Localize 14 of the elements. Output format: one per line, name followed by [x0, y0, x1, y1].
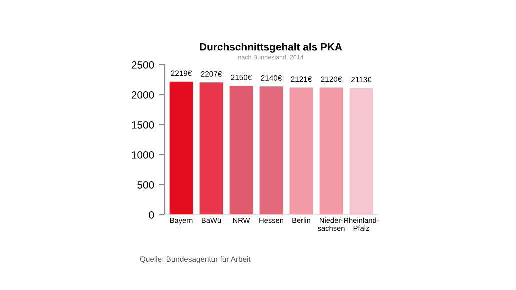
- bar: [200, 82, 224, 215]
- bar: [230, 86, 254, 215]
- bar: [290, 88, 314, 215]
- bar: [170, 82, 194, 215]
- bar: [320, 88, 344, 215]
- y-tick-label: 2000: [132, 92, 154, 99]
- chart-title: Durchschnittsgehalt als PKA: [200, 43, 342, 53]
- y-tick-label: 2500: [132, 62, 154, 69]
- y-tick-label: 500: [138, 182, 154, 189]
- y-tick-label: 1000: [132, 152, 154, 159]
- y-tick-label: 0: [149, 212, 154, 219]
- y-tick-label: 1500: [132, 122, 154, 129]
- bar: [260, 86, 284, 215]
- bar: [350, 88, 374, 215]
